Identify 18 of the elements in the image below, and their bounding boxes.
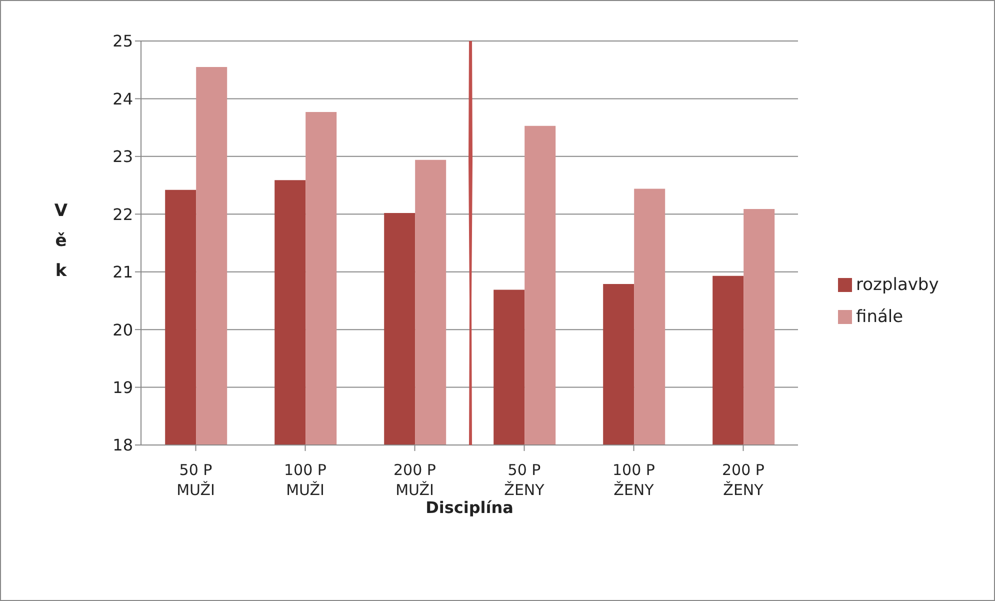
y-tick-label: 19 [112,378,133,397]
y-tick-label: 18 [112,436,133,455]
y-tick-label: 22 [112,204,133,224]
x-axis-title: Disciplína [426,498,514,517]
legend-label: finále [856,306,904,326]
y-axis-title: Věk [53,200,69,283]
x-tick-label: 200 P ŽENY [722,461,764,499]
legend-label: rozplavby [856,274,939,294]
x-tick-label: 200 P MUŽI [394,461,436,499]
y-tick-label: 24 [112,89,133,108]
y-tick-label: 21 [112,262,133,282]
x-tick-label: 50 P ŽENY [504,461,546,499]
x-tick-label: 100 P MUŽI [284,461,326,499]
y-tick-label: 23 [112,147,133,166]
x-tick-label: 50 P MUŽI [176,461,215,499]
x-tick-label: 100 P ŽENY [612,461,655,499]
y-tick-label: 20 [112,320,133,340]
y-tick-label: 25 [112,32,133,51]
